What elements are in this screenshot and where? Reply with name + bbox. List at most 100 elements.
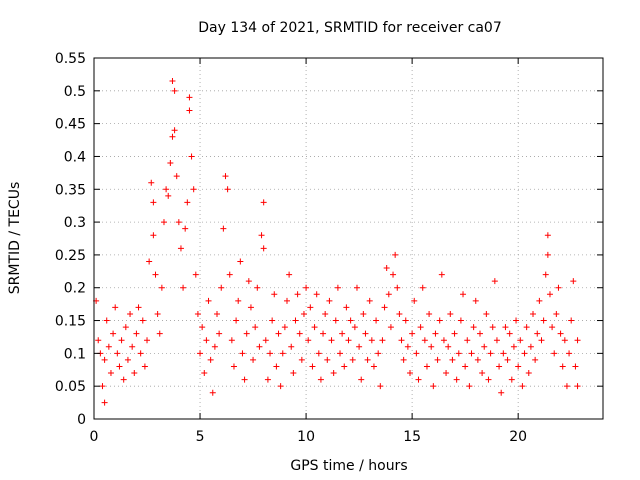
data-point: [362, 330, 369, 337]
data-point: [99, 383, 106, 390]
data-point: [377, 383, 384, 390]
data-point: [148, 179, 155, 186]
data-point: [373, 317, 380, 324]
data-point: [209, 389, 216, 396]
data-point: [237, 258, 244, 265]
data-point: [271, 291, 278, 298]
data-point: [137, 350, 144, 357]
data-point: [345, 337, 352, 344]
data-point: [275, 330, 282, 337]
data-point: [182, 225, 189, 232]
data-point: [230, 363, 237, 370]
data-point: [267, 350, 274, 357]
data-point: [485, 376, 492, 383]
data-point: [298, 356, 305, 363]
data-point: [139, 317, 146, 324]
data-point: [311, 324, 318, 331]
data-point: [273, 363, 280, 370]
data-point: [483, 310, 490, 317]
data-point: [226, 271, 233, 278]
data-point: [563, 383, 570, 390]
data-point: [379, 337, 386, 344]
y-tick-label: 0.35: [55, 182, 86, 198]
data-point: [120, 376, 127, 383]
data-point: [392, 251, 399, 258]
data-point: [404, 343, 411, 350]
data-point: [211, 343, 218, 350]
data-point: [498, 389, 505, 396]
data-point: [368, 337, 375, 344]
data-point: [538, 337, 545, 344]
y-tick-label: 0.3: [64, 215, 86, 231]
x-axis-ticks: 0 5 10 15 20: [90, 58, 527, 445]
data-point: [398, 337, 405, 344]
data-point: [409, 330, 416, 337]
data-point: [381, 304, 388, 311]
data-point: [540, 317, 547, 324]
data-point: [447, 310, 454, 317]
data-point: [330, 370, 337, 377]
data-point: [568, 317, 575, 324]
data-point: [110, 330, 117, 337]
data-point: [502, 324, 509, 331]
data-point: [256, 343, 263, 350]
y-tick-label: 0.25: [55, 248, 86, 264]
data-point: [258, 232, 265, 239]
data-point: [515, 363, 522, 370]
data-point: [101, 399, 108, 406]
data-point: [307, 304, 314, 311]
data-point: [241, 376, 248, 383]
data-point: [430, 383, 437, 390]
data-point: [122, 324, 129, 331]
data-point: [296, 330, 303, 337]
data-point: [525, 370, 532, 377]
data-point: [349, 356, 356, 363]
data-point: [150, 199, 157, 206]
data-point: [559, 363, 566, 370]
data-point: [466, 383, 473, 390]
data-point: [218, 284, 225, 291]
data-point: [205, 297, 212, 304]
data-point: [260, 245, 267, 252]
data-point: [491, 278, 498, 285]
data-point: [303, 284, 310, 291]
data-point: [105, 343, 112, 350]
data-point: [532, 356, 539, 363]
data-point: [160, 219, 167, 226]
data-point: [561, 337, 568, 344]
data-point: [129, 343, 136, 350]
data-point: [112, 304, 119, 311]
data-point: [101, 356, 108, 363]
data-point: [222, 173, 229, 180]
data-point: [192, 271, 199, 278]
data-point: [370, 363, 377, 370]
data-point: [496, 363, 503, 370]
data-point: [264, 376, 271, 383]
data-point: [203, 337, 210, 344]
data-point: [279, 350, 286, 357]
data-point: [188, 153, 195, 160]
y-tick-label: 0.5: [64, 84, 86, 100]
data-point: [260, 199, 267, 206]
data-point: [443, 370, 450, 377]
data-point: [415, 376, 422, 383]
data-point: [124, 356, 131, 363]
data-point: [445, 343, 452, 350]
data-point: [173, 173, 180, 180]
data-point: [517, 337, 524, 344]
data-point: [239, 350, 246, 357]
data-point: [464, 337, 471, 344]
data-point: [254, 284, 261, 291]
data-point: [328, 337, 335, 344]
data-points: [93, 77, 581, 406]
data-point: [364, 356, 371, 363]
data-point: [513, 317, 520, 324]
data-point: [358, 376, 365, 383]
data-point: [169, 133, 176, 140]
data-point: [360, 310, 367, 317]
data-point: [572, 363, 579, 370]
data-point: [250, 356, 257, 363]
data-point: [542, 271, 549, 278]
data-point: [347, 317, 354, 324]
data-point: [385, 291, 392, 298]
